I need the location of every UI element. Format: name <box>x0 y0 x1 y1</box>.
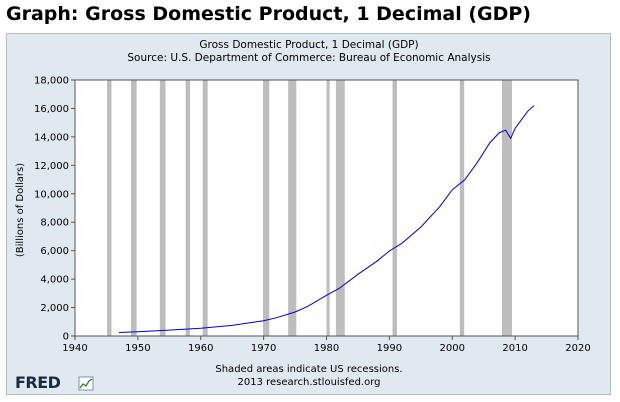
chart: Gross Domestic Product, 1 Decimal (GDP) … <box>15 39 591 388</box>
chart-title: Gross Domestic Product, 1 Decimal (GDP) <box>199 39 418 51</box>
y-tick-label: 12,000 <box>34 161 69 172</box>
series-line-layer <box>118 105 535 333</box>
page-title: Graph: Gross Domestic Product, 1 Decimal… <box>6 3 531 25</box>
recession-band <box>262 80 270 336</box>
y-tick-label: 0 <box>63 332 69 343</box>
recession-band <box>130 80 137 336</box>
axis-ticks: 1940 1950 1960 1970 1980 1990 2000 2010 2020 0 2,0… <box>34 76 591 355</box>
gdp-series-line <box>118 105 535 333</box>
x-tick-label: 2020 <box>565 343 590 354</box>
recession-bands <box>107 80 512 336</box>
recession-band <box>459 80 465 336</box>
x-tick-label: 1980 <box>314 343 339 354</box>
chart-subtitle: Source: U.S. Department of Commerce: Bur… <box>127 52 490 64</box>
recession-band <box>392 80 397 336</box>
x-tick-label: 2000 <box>440 343 465 354</box>
recession-band <box>202 80 208 336</box>
y-tick-label: 8,000 <box>40 218 69 229</box>
x-tick-label: 1990 <box>377 343 402 354</box>
recession-band <box>326 80 330 336</box>
graph-frame: Gross Domestic Product, 1 Decimal (GDP) … <box>6 33 611 395</box>
y-axis-label: (Billions of Dollars) <box>15 163 26 257</box>
x-tick-label: 1950 <box>125 343 150 354</box>
recession-band <box>159 80 166 336</box>
y-tick-label: 2,000 <box>40 303 69 314</box>
fred-logo-graph-icon <box>78 376 94 391</box>
footer-recession-note: Shaded areas indicate US recessions. <box>215 364 402 375</box>
recession-band <box>107 80 112 336</box>
y-tick-label: 4,000 <box>40 275 69 286</box>
fred-logo-text: FRED <box>15 373 61 391</box>
recession-band <box>288 80 297 336</box>
y-tick-label: 6,000 <box>40 246 69 257</box>
recession-band <box>501 80 512 336</box>
y-tick-label: 14,000 <box>34 132 69 143</box>
y-tick-label: 16,000 <box>34 104 69 115</box>
x-tick-label: 1960 <box>188 343 213 354</box>
x-tick-label: 1970 <box>251 343 276 354</box>
footer-source-note: 2013 research.stlouisfed.org <box>237 377 380 388</box>
recession-band <box>335 80 345 336</box>
y-tick-label: 10,000 <box>34 189 69 200</box>
x-tick-label: 2010 <box>502 343 527 354</box>
y-tick-label: 18,000 <box>34 76 69 87</box>
recession-band <box>185 80 191 336</box>
x-tick-label: 1940 <box>62 343 87 354</box>
fred-logo: FRED <box>15 373 94 391</box>
